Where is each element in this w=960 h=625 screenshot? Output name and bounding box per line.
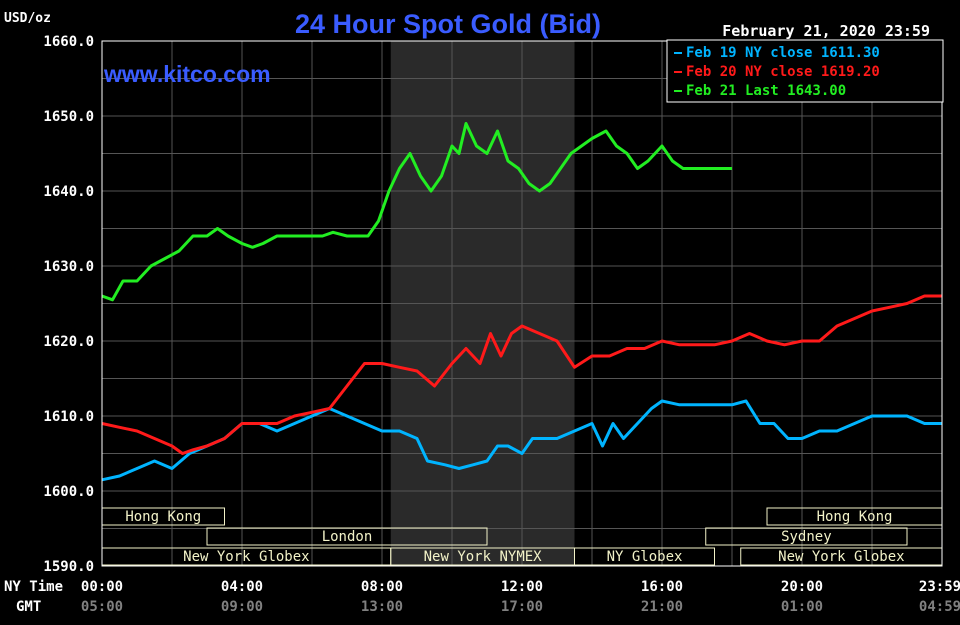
- y-tick-label: 1650.0: [43, 109, 94, 125]
- session-label: Hong Kong: [125, 509, 201, 525]
- x-axis-row2-label: GMT: [16, 599, 41, 615]
- legend-label: Feb 19 NY close 1611.30: [686, 45, 880, 61]
- y-tick-label: 1660.0: [43, 34, 94, 50]
- y-tick-label: 1590.0: [43, 559, 94, 575]
- unit-label: USD/oz: [4, 11, 51, 26]
- x-tick-label-gmt: 05:00: [81, 599, 123, 615]
- x-tick-label-gmt: 17:00: [501, 599, 543, 615]
- session-bar: [705, 527, 908, 546]
- x-tick-label-gmt: 01:00: [781, 599, 823, 615]
- x-tick-label-gmt: 04:59: [919, 599, 960, 615]
- x-tick-label-gmt: 13:00: [361, 599, 403, 615]
- x-tick-label-ny: 00:00: [81, 579, 123, 595]
- session-label: London: [322, 529, 373, 545]
- x-tick-label-ny: 08:00: [361, 579, 403, 595]
- plot-frame: [101, 40, 943, 567]
- y-tick-label: 1610.0: [43, 409, 94, 425]
- date-label: February 21, 2020 23:59: [722, 22, 930, 40]
- x-tick-label-ny: 23:59: [919, 579, 960, 595]
- x-axis-row1-label: NY Time: [4, 579, 63, 595]
- y-tick-label: 1620.0: [43, 334, 94, 350]
- legend-box: [666, 39, 944, 103]
- session-label: Sydney: [781, 529, 832, 545]
- y-tick-label: 1600.0: [43, 484, 94, 500]
- legend-label: Feb 20 NY close 1619.20: [686, 64, 880, 80]
- watermark: www.kitco.com: [103, 61, 271, 87]
- session-label: NY Globex: [607, 549, 683, 565]
- legend: Feb 19 NY close 1611.30 Feb 20 NY close 1…: [666, 39, 944, 103]
- session-label: New York NYMEX: [424, 549, 543, 565]
- session-label: New York Globex: [778, 549, 904, 565]
- x-tick-label-ny: 20:00: [781, 579, 823, 595]
- price-series: [101, 122, 942, 482]
- y-tick-label: 1630.0: [43, 259, 94, 275]
- x-tick-label-ny: 04:00: [221, 579, 263, 595]
- y-axis-ticks: 1660.0 1650.0 1640.0 1630.0 1620.0 1610.0 1600…: [43, 34, 94, 575]
- session-bar: [206, 527, 488, 546]
- series-line: [101, 122, 732, 302]
- chart-title: 24 Hour Spot Gold (Bid): [295, 9, 601, 39]
- x-tick-label-gmt: 09:00: [221, 599, 263, 615]
- trading-sessions: Hong Kong London New York Globex New York N…: [101, 507, 943, 566]
- session-label: Hong Kong: [817, 509, 893, 525]
- x-tick-label-ny: 12:00: [501, 579, 543, 595]
- x-tick-label-ny: 16:00: [641, 579, 683, 595]
- x-axis-ticks: 00:00 04:00 08:00 12:00 16:00 20:00 23:59 05:00…: [81, 579, 960, 615]
- session-bar: [574, 547, 715, 566]
- x-tick-label-gmt: 21:00: [641, 599, 683, 615]
- series-line: [101, 294, 942, 455]
- y-tick-label: 1640.0: [43, 184, 94, 200]
- session-label: New York Globex: [183, 549, 309, 565]
- legend-label: Feb 21 Last 1643.00: [686, 83, 846, 99]
